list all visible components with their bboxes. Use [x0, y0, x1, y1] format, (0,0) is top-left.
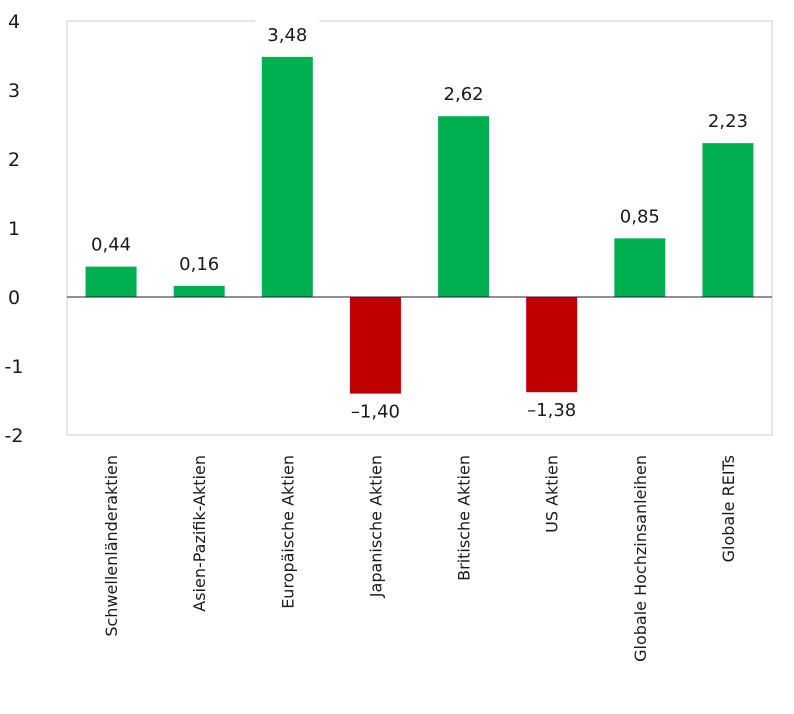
data-label: 0,85 [620, 206, 660, 227]
category-label: Europäische Aktien [278, 455, 297, 609]
data-label: 2,62 [444, 84, 484, 105]
y-tick-label: 3 [8, 80, 20, 102]
category-label: Japanische Aktien [366, 455, 385, 598]
data-label-background [695, 105, 760, 136]
y-tick-label: -2 [5, 425, 24, 447]
y-tick-label: 0 [8, 287, 20, 309]
y-tick-label: -1 [5, 356, 24, 378]
category-label: US Aktien [543, 455, 562, 533]
category-label: Britische Aktien [455, 455, 474, 581]
bars [85, 56, 754, 394]
bar [85, 266, 137, 297]
category-label: Schwellenländeraktien [102, 455, 121, 637]
y-axis-ticks: 4 3 2 1 0 -1 -2 [5, 11, 24, 447]
data-label: 0,44 [91, 235, 131, 256]
y-tick-label: 4 [8, 11, 20, 33]
data-label-background [519, 394, 584, 425]
data-label: 2,23 [708, 111, 748, 132]
data-labels: 0,44 0,16 3,48 –1,40 2,62 –1,38 0,85 2,23 [79, 18, 760, 426]
data-label: –1,38 [527, 400, 576, 421]
bar [173, 285, 225, 297]
category-label: Globale REITs [719, 455, 738, 562]
bar [438, 116, 490, 297]
bar [261, 56, 313, 297]
y-tick-label: 2 [8, 149, 20, 171]
data-label: –1,40 [351, 402, 400, 423]
data-label: 3,48 [267, 25, 307, 46]
data-label-background [167, 247, 232, 278]
bar [349, 297, 401, 394]
category-labels: Schwellenländeraktien Asien-Pazifik-Aktie… [102, 455, 738, 662]
data-label-background [431, 78, 496, 109]
bar [702, 143, 754, 297]
category-label: Globale Hochzinsanleihen [631, 455, 650, 662]
category-label: Asien-Pazifik-Aktien [190, 455, 209, 612]
data-label-background [79, 228, 144, 259]
bar [526, 297, 578, 393]
data-label-background [343, 395, 408, 426]
plot-frame [66, 20, 773, 436]
y-tick-label: 1 [8, 218, 20, 240]
data-label: 0,16 [179, 254, 219, 275]
data-label-background [255, 18, 320, 49]
bar [614, 238, 666, 297]
data-label-background [607, 200, 672, 231]
